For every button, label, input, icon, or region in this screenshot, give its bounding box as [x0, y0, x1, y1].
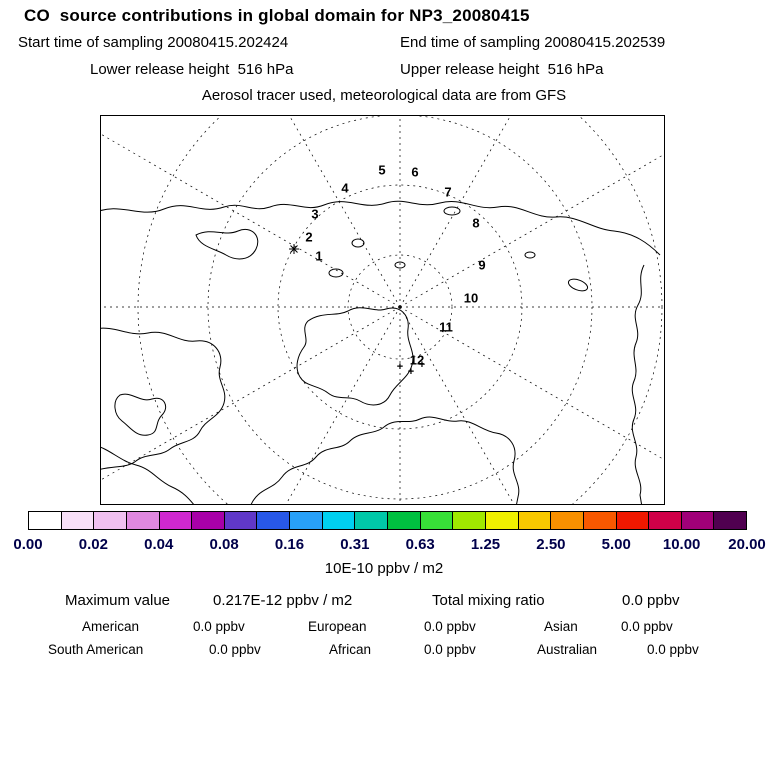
figure-title: CO source contributions in global domain… — [24, 6, 530, 25]
end-time-label: End time of sampling 20080415.202539 — [400, 34, 666, 51]
region-value-european: 0.0 ppbv — [424, 619, 476, 634]
start-time-label: Start time of sampling 20080415.202424 — [18, 34, 289, 51]
colorbar — [28, 511, 747, 530]
total-mixing-label: Total mixing ratio — [432, 592, 545, 609]
colorbar-tick-20.00: 20.00 — [728, 536, 766, 553]
colorbar-segment-2 — [94, 512, 127, 529]
colorbar-segment-13 — [453, 512, 486, 529]
region-value-australian: 0.0 ppbv — [647, 642, 699, 657]
colorbar-segment-19 — [649, 512, 682, 529]
region-label-american: American — [82, 619, 140, 634]
colorbar-tick-0.02: 0.02 — [78, 536, 108, 553]
colorbar-tick-0.08: 0.08 — [209, 536, 239, 553]
colorbar-tick-labels: 0.00 0.02 0.04 0.08 0.16 0.31 0.63 1.25 2.50 5.00… — [0, 536, 768, 554]
colorbar-segment-8 — [290, 512, 323, 529]
region-label-asian: Asian — [544, 619, 578, 634]
coastlines — [101, 200, 661, 504]
region-label-european: European — [308, 619, 367, 634]
colorbar-tick-2.50: 2.50 — [536, 536, 566, 553]
region-label-south-american: South American — [48, 642, 144, 657]
map-svg — [100, 115, 665, 505]
colorbar-segment-7 — [257, 512, 291, 529]
tracer-info-label: Aerosol tracer used, meteorological data… — [201, 87, 567, 104]
colorbar-segment-18 — [616, 512, 650, 529]
colorbar-segment-14 — [485, 512, 519, 529]
colorbar-tick-1.25: 1.25 — [470, 536, 501, 553]
colorbar-segment-16 — [551, 512, 584, 529]
colorbar-segment-17 — [583, 512, 617, 529]
lower-release-label: Lower release height 516 hPa — [90, 61, 294, 78]
maximum-value-label: Maximum value — [65, 592, 171, 609]
region-value-south-american: 0.0 ppbv — [209, 642, 261, 657]
region-value-asian: 0.0 ppbv — [621, 619, 673, 634]
total-mixing-value: 0.0 ppbv — [622, 592, 680, 609]
colorbar-tick-0.16: 0.16 — [274, 536, 305, 553]
map-frame — [100, 115, 665, 505]
colorbar-segment-1 — [61, 512, 95, 529]
colorbar-tick-5.00: 5.00 — [601, 536, 631, 553]
colorbar-segment-20 — [681, 512, 715, 529]
colorbar-tick-10.00: 10.00 — [662, 536, 701, 553]
colorbar-segment-21 — [714, 512, 747, 529]
colorbar-segment-6 — [224, 512, 258, 529]
colorbar-tick-0.04: 0.04 — [144, 536, 174, 553]
region-label-african: African — [329, 642, 372, 657]
colorbar-segment-15 — [518, 512, 552, 529]
colorbar-tick-0.00: 0.00 — [13, 536, 43, 553]
colorbar-tick-0.63: 0.63 — [405, 536, 435, 553]
station-marker — [289, 244, 299, 254]
colorbar-segment-3 — [126, 512, 160, 529]
colorbar-segment-10 — [355, 512, 389, 529]
colorbar-tick-0.31: 0.31 — [340, 536, 370, 553]
colorbar-segment-0 — [29, 512, 62, 529]
polar-map: 1 2 3 4 5 6 7 8 9 10 11 12 + + + — [100, 115, 665, 505]
colorbar-segment-5 — [192, 512, 225, 529]
colorbar-segment-9 — [322, 512, 356, 529]
region-value-american: 0.0 ppbv — [193, 619, 245, 634]
colorbar-units-label: 10E-10 ppbv / m2 — [324, 560, 444, 577]
colorbar-segment-12 — [420, 512, 454, 529]
colorbar-segment-11 — [388, 512, 421, 529]
maximum-value: 0.217E-12 ppbv / m2 — [213, 592, 353, 609]
colorbar-segment-4 — [159, 512, 193, 529]
region-value-african: 0.0 ppbv — [424, 642, 476, 657]
region-label-australian: Australian — [537, 642, 598, 657]
upper-release-label: Upper release height 516 hPa — [400, 61, 604, 78]
